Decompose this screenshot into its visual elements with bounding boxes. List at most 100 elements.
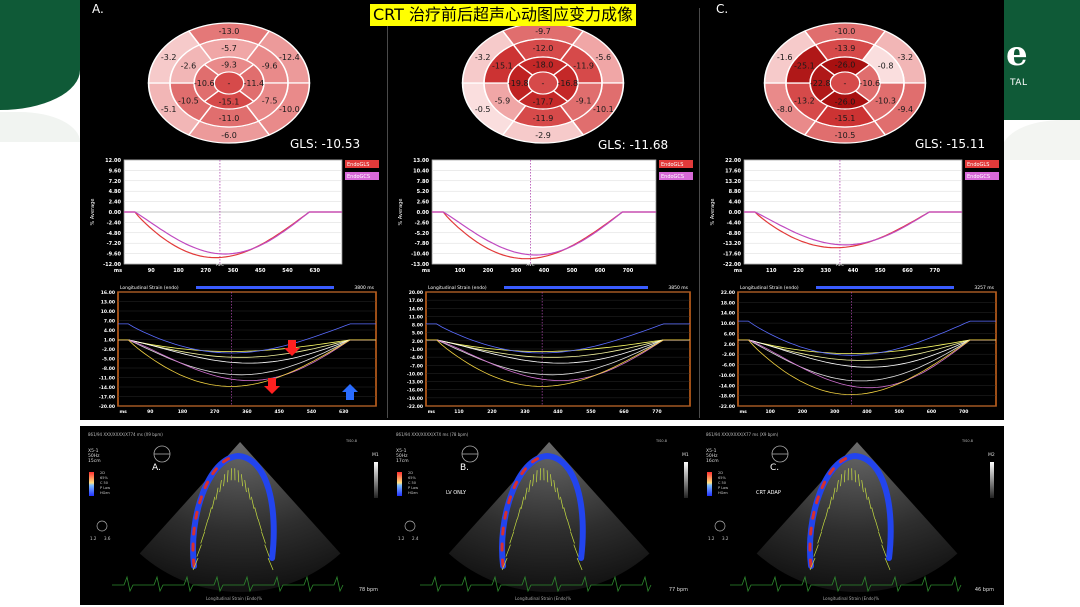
x-tick-label: 270 <box>210 409 219 415</box>
bullseye-apex-value: - <box>542 79 545 88</box>
y-tick-label: -11.00 <box>99 376 115 382</box>
lv-strain-contour <box>190 452 277 569</box>
segment-strain-curve <box>118 339 376 364</box>
x-tick-label: 440 <box>848 268 859 274</box>
x-tick-label: 400 <box>862 409 871 415</box>
x-tick-label: 400 <box>539 268 550 274</box>
echo-param: 15cm <box>88 458 101 464</box>
avc-marker-label: AVC <box>527 262 535 267</box>
y-tick-label: -9.60 <box>107 252 122 258</box>
y-tick-label: 1.00 <box>104 338 115 344</box>
echo-gain: 2D <box>100 471 105 475</box>
y-tick-label: -14.00 <box>99 385 115 391</box>
segmental-strain-chart-c: Longitudinal Strain (endo) 3257 ms 22.00 18… <box>702 282 1002 416</box>
strain-analysis-panel: A. C. -13.0 -12.4 -10.0 -6.0 -5.1 -3.2 -5.7 -9.… <box>80 0 1004 420</box>
legend-label: EndoGCS <box>347 174 370 180</box>
echo-footer-label: Longitudinal Strain (Endo)% <box>206 596 262 601</box>
segment-strain-curve <box>426 339 690 358</box>
segment-strain-curve <box>426 339 690 387</box>
y-tick-label: -22.00 <box>407 404 423 410</box>
strain-vector <box>505 544 511 557</box>
y-tick-label: 18.00 <box>721 300 735 306</box>
strain-vector <box>864 487 868 500</box>
segment-strain-curve <box>738 339 996 368</box>
panel-divider <box>387 8 388 418</box>
echo-param: 50Hz <box>396 453 408 459</box>
echo-param: X5-1 <box>396 448 407 454</box>
average-strain-chart-c: 22.00 17.60 13.20 8.80 4.40 0.00 -4.40 -8.80 -13… <box>702 154 1002 276</box>
strain-vector <box>219 480 222 493</box>
strain-vector <box>257 518 262 532</box>
strain-vector <box>563 507 568 520</box>
bullseye-value: -1.6 <box>777 53 793 62</box>
bullseye-value: -10.5 <box>178 97 199 106</box>
x-tick-label: 270 <box>201 268 212 274</box>
bullseye-plot-a: -13.0 -12.4 -10.0 -6.0 -5.1 -3.2 -5.7 -9.6 -7.5 -… <box>147 22 311 144</box>
chart-title: Longitudinal Strain (endo) <box>120 285 179 291</box>
strain-vector <box>244 480 247 493</box>
y-tick-label: 2.00 <box>412 339 423 345</box>
echo-gain: C 50 <box>100 481 108 485</box>
ultrasound-sector <box>139 442 341 592</box>
scale-icon <box>96 520 108 532</box>
bullseye-value: -10.5 <box>835 131 856 140</box>
y-tick-label: 7.20 <box>109 179 122 185</box>
segment-strain-curve <box>738 339 996 361</box>
bullseye-group <box>461 22 625 144</box>
y-tick-label: -8.00 <box>102 366 115 372</box>
y-tick-label: -2.40 <box>107 220 122 226</box>
x-tick-label: 360 <box>228 268 239 274</box>
y-tick-label: -2.00 <box>722 352 735 358</box>
lv-strain-contour-red <box>191 454 240 568</box>
bullseye-value: -22.8 <box>810 79 831 88</box>
y-tick-label: 2.40 <box>109 200 122 206</box>
strain-vector <box>546 470 549 483</box>
legend-swatch-gls <box>345 160 379 168</box>
y-tick-label: -2.60 <box>415 220 430 226</box>
x-tick-label: 550 <box>875 268 886 274</box>
y-tick-label: -13.20 <box>723 241 741 247</box>
y-tick-label: -18.00 <box>719 394 735 400</box>
echo-panel-letter: A. <box>152 463 161 473</box>
strain-vector <box>881 544 887 557</box>
echo-mode-indicator: M2 <box>988 452 995 458</box>
strain-vector <box>513 518 518 532</box>
chart-duration: 3257 ms <box>974 285 994 291</box>
ecg-trace <box>420 575 652 593</box>
bullseye-plot-c: -10.0 -3.2 -9.4 -10.5 -8.0 -1.6 -13.9 -0.8 -10.3… <box>763 22 927 144</box>
strain-vector <box>196 544 202 557</box>
panel-c-letter: C. <box>716 2 729 16</box>
strain-vector <box>536 470 538 483</box>
avc-marker-label: AVC <box>216 262 224 267</box>
y-tick-label: 6.00 <box>724 331 735 337</box>
red-arrow-icon <box>284 340 300 356</box>
segment-strain-curve <box>426 339 690 364</box>
echo-gain: HGen <box>100 491 110 495</box>
bullseye-apex <box>213 71 245 95</box>
strain-vector <box>840 474 843 487</box>
strain-vector <box>211 496 216 509</box>
y-tick-label: -4.40 <box>727 220 742 226</box>
echo-param: 16cm <box>706 458 719 464</box>
bullseye-plot-b: -9.7 -5.6 -10.1 -2.9 -0.5 -3.2 -12.0 -11.9 -9.1 -… <box>461 22 625 144</box>
x-tick-label: 500 <box>567 268 578 274</box>
ecg-trace <box>730 575 962 593</box>
y-tick-label: -5.00 <box>102 357 115 363</box>
lv-strain-contour-red <box>808 454 857 568</box>
x-tick-label: ms <box>428 410 436 415</box>
gls-value-b: GLS: -11.68 <box>598 138 669 152</box>
segment-strain-curve <box>426 339 690 352</box>
x-tick-label: 100 <box>766 409 775 415</box>
echo-param: 50Hz <box>706 453 718 459</box>
echo-param: 50Hz <box>88 453 100 459</box>
y-axis-label: % Average <box>90 199 96 226</box>
y-tick-label: 10.00 <box>721 321 735 327</box>
y-tick-label: -19.00 <box>407 396 423 402</box>
strain-vector <box>501 557 508 571</box>
legend-swatch-gcs <box>345 172 379 180</box>
bullseye-value: -11.4 <box>243 79 264 88</box>
bullseye-value: -19.8 <box>508 79 529 88</box>
average-strain-chart-a: 12.00 9.60 7.20 4.80 2.40 0.00 -2.40 -4.80 -7.20… <box>82 154 382 276</box>
bullseye-value: -25.1 <box>794 62 815 71</box>
bullseye-value: -10.0 <box>279 105 300 114</box>
